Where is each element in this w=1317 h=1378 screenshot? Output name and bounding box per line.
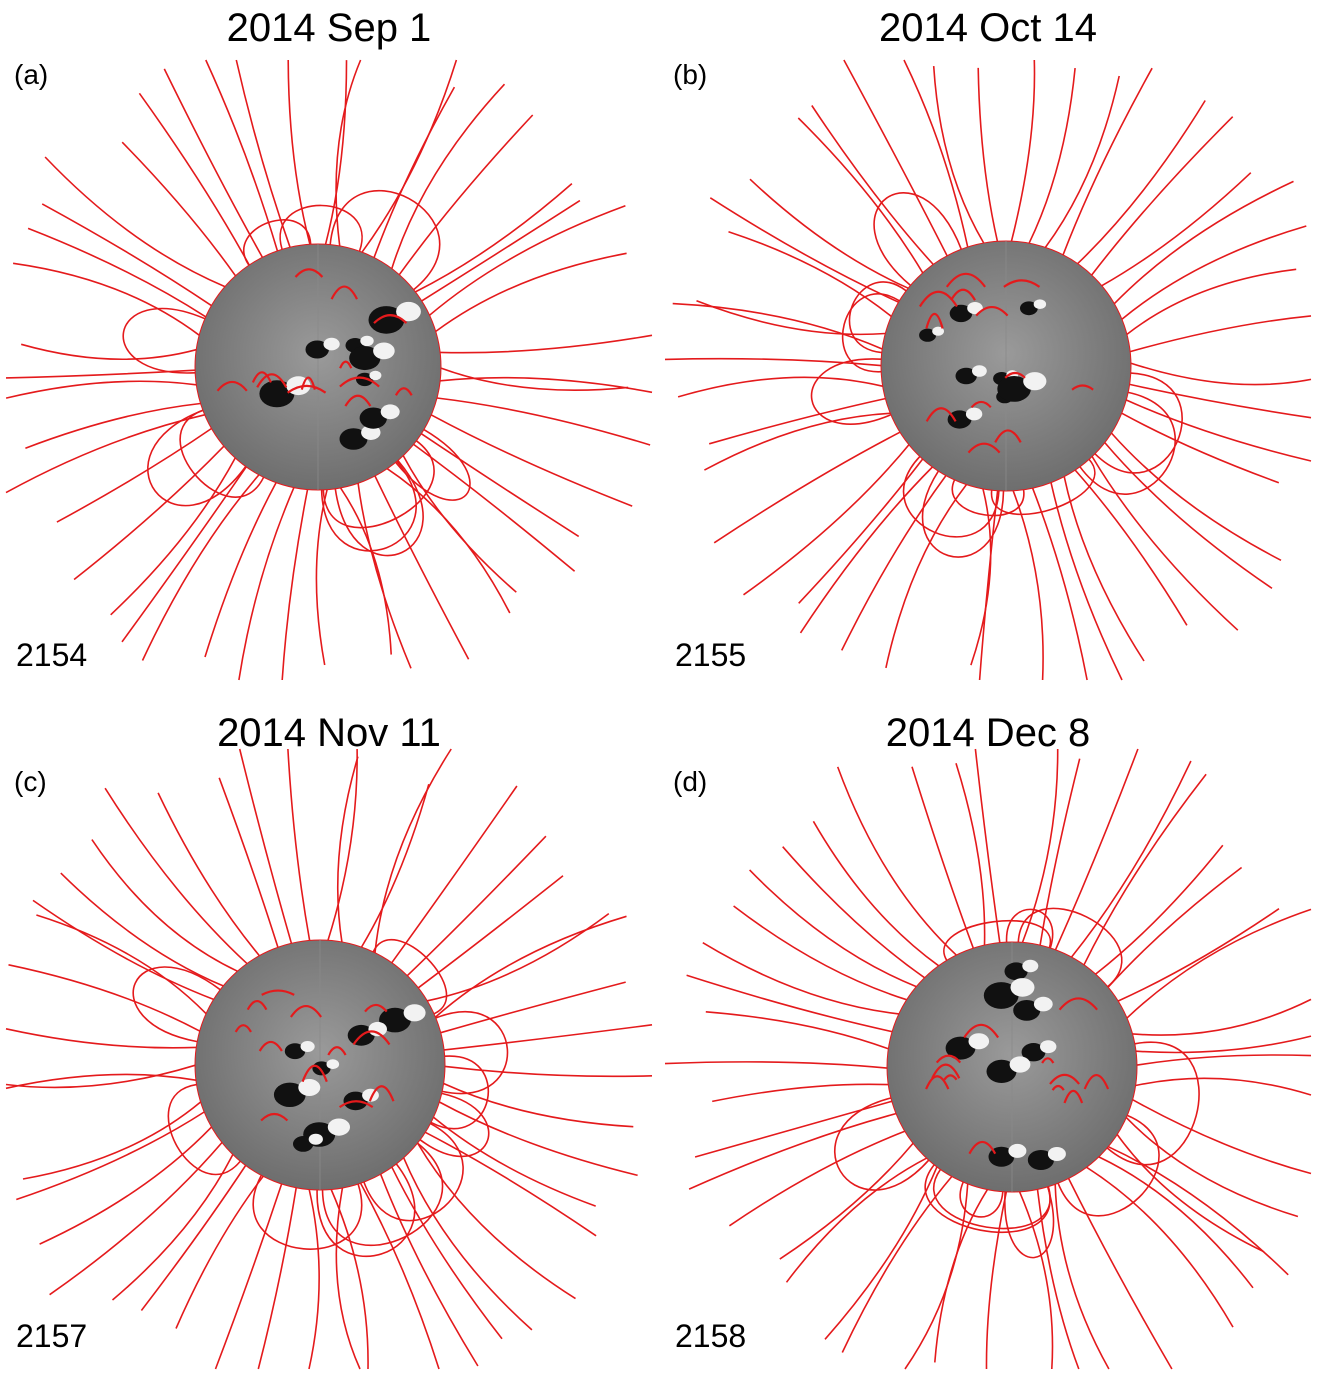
carrington-rotation-number: 2157 <box>16 1318 88 1354</box>
panel-label: (c) <box>14 766 47 797</box>
panel-a: 2014 Sep 1 (a) 2154 <box>0 0 658 689</box>
magnetogram-field-lines <box>664 59 1312 681</box>
panel-title: 2014 Oct 14 <box>879 6 1097 50</box>
active-regions <box>259 301 421 450</box>
panel-label: (d) <box>673 766 708 797</box>
panel-title: 2014 Nov 11 <box>217 711 441 755</box>
panel-label: (a) <box>14 59 49 90</box>
carrington-rotation-number: 2158 <box>675 1318 747 1354</box>
active-regions <box>945 959 1066 1170</box>
active-regions <box>919 299 1047 429</box>
magnetogram-field-lines <box>5 59 653 681</box>
panel-title: 2014 Sep 1 <box>226 6 432 50</box>
panel-b: 2014 Oct 14 (b) 2155 <box>659 0 1317 689</box>
panel-title: 2014 Dec 8 <box>885 711 1091 755</box>
panel-c: 2014 Nov 11 (c) 2157 <box>0 689 658 1378</box>
panel-d: 2014 Dec 8 (d) 2158 <box>659 689 1317 1378</box>
panel-label: (b) <box>673 59 708 90</box>
open-field-lines <box>5 59 653 681</box>
carrington-rotation-number: 2154 <box>16 637 88 673</box>
carrington-rotation-number: 2155 <box>675 637 747 673</box>
magnetogram-field-lines <box>664 748 1312 1370</box>
open-field-lines <box>664 748 1312 1370</box>
active-regions <box>273 1004 426 1152</box>
open-field-lines <box>5 748 653 1370</box>
magnetogram-field-lines <box>5 748 653 1370</box>
open-field-lines <box>664 59 1312 681</box>
